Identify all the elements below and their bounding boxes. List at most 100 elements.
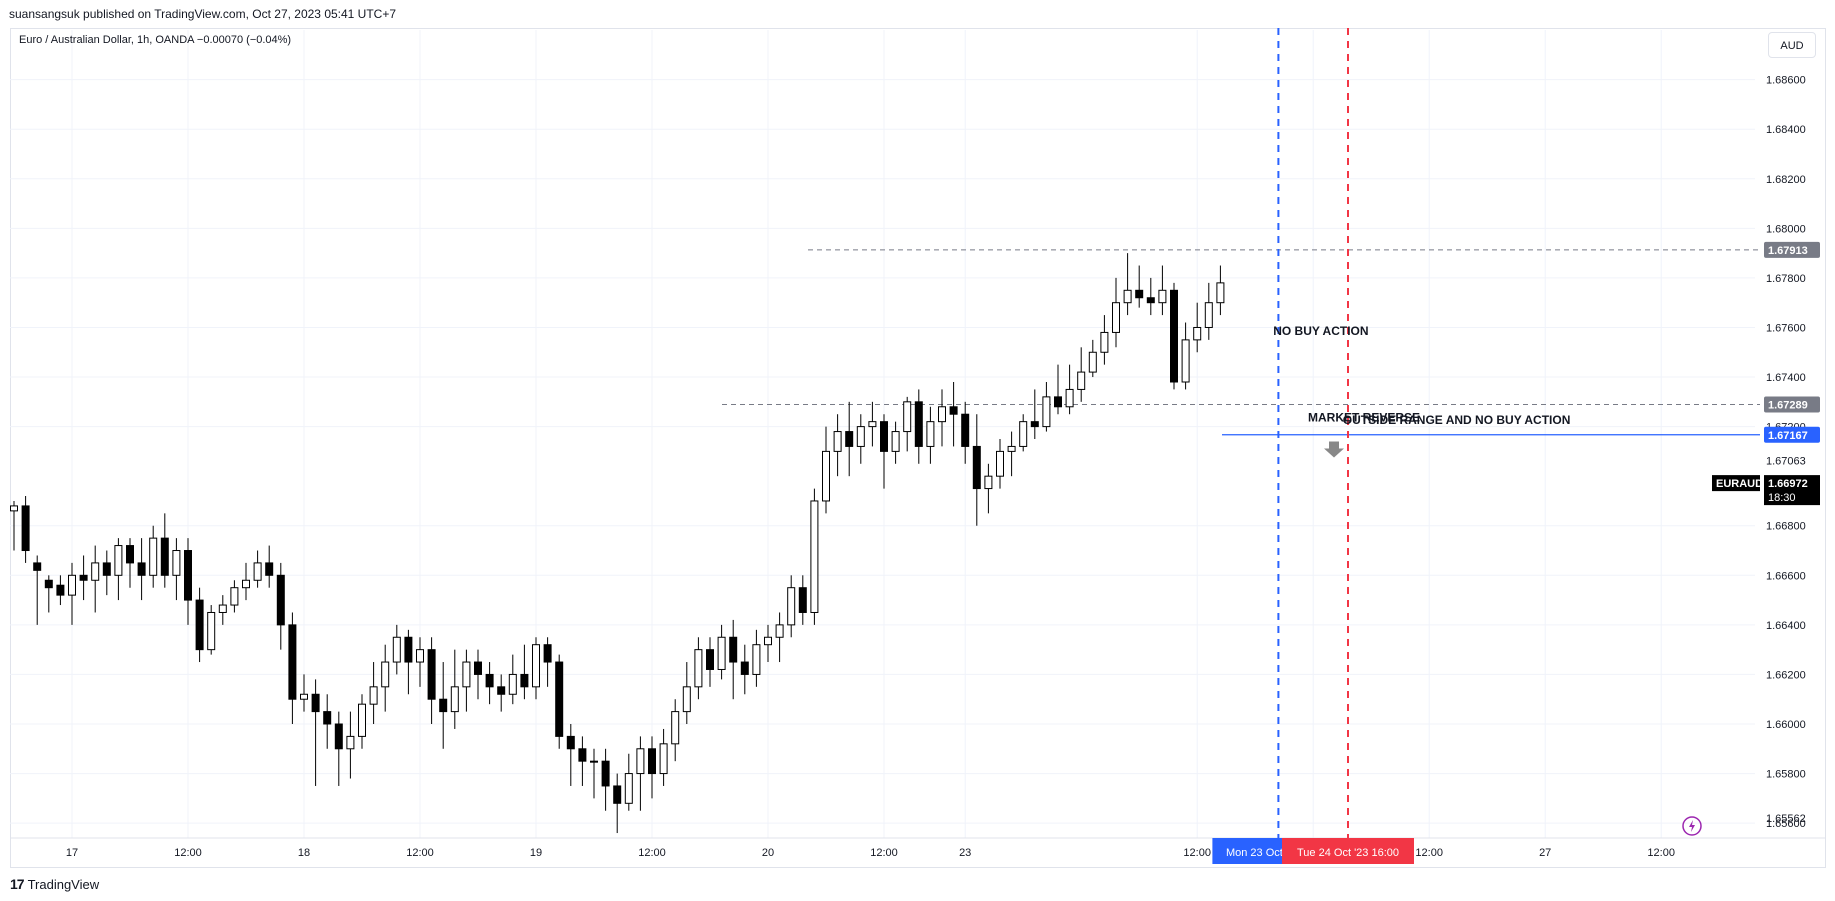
y-tick-label: 1.66600 <box>1766 570 1806 582</box>
candle-body <box>833 431 842 452</box>
symbol-tag-bg <box>1712 475 1760 492</box>
x-tick-label: 19 <box>530 847 542 859</box>
candle-body <box>1042 396 1051 428</box>
candle-body <box>1170 289 1178 383</box>
candle-body <box>810 500 819 613</box>
candle-body <box>1112 302 1120 333</box>
level-price-label: 1.67913 <box>1768 245 1808 257</box>
y-tick-label: 1.68200 <box>1766 174 1806 186</box>
candle-body <box>984 475 993 490</box>
current-price-bg <box>1764 475 1820 506</box>
currency-button[interactable]: AUD <box>1768 32 1816 58</box>
candle-body <box>520 673 529 688</box>
candle-body <box>578 748 587 762</box>
candle-body <box>1030 421 1039 428</box>
candle-body <box>1204 302 1213 328</box>
candle-body <box>648 748 656 775</box>
candle-body <box>624 773 633 804</box>
chart-annotation: MARKET REVERSE <box>1308 411 1420 425</box>
candle-body <box>706 649 714 670</box>
candle-body <box>10 505 18 512</box>
level-price-label-bg <box>1764 426 1820 443</box>
level-price-label-bg <box>1764 241 1820 258</box>
y-tick-label: 1.67800 <box>1766 273 1806 285</box>
candle-body <box>1146 297 1155 304</box>
candle-body <box>392 636 401 663</box>
candle-body <box>126 545 134 564</box>
candle-body <box>1135 289 1144 299</box>
level-price-label: 1.67289 <box>1768 400 1808 412</box>
candle-body <box>961 413 970 447</box>
candle-body <box>636 748 645 775</box>
candle-body <box>1216 282 1225 304</box>
candle-body <box>914 401 923 447</box>
candle-body <box>1193 326 1202 341</box>
candle-body <box>798 587 807 613</box>
candle-body <box>717 636 726 670</box>
candle-body <box>880 421 888 452</box>
tradingview-logo-icon: 17 <box>10 876 25 892</box>
candle-body <box>21 505 30 552</box>
candle-body <box>694 649 703 688</box>
candle-body <box>555 661 564 737</box>
candle-body <box>79 574 88 581</box>
candle-body <box>1181 339 1190 383</box>
x-tick-label: 12:00 <box>870 847 898 859</box>
candle-body <box>416 649 424 663</box>
candle-body <box>590 760 598 763</box>
candle-body <box>474 661 482 675</box>
candle-body <box>276 574 285 626</box>
candle-body <box>346 735 355 750</box>
candle-body <box>856 426 865 447</box>
candle-body <box>358 703 366 737</box>
candle-body <box>149 537 158 576</box>
candle-body <box>184 550 192 601</box>
candle-body <box>1019 421 1028 447</box>
candle-body <box>369 686 378 705</box>
y-tick-label: 1.67400 <box>1766 372 1806 384</box>
y-tick-label: 1.65600 <box>1766 818 1806 830</box>
candle-body <box>613 785 622 804</box>
y-tick-label: 1.67600 <box>1766 322 1806 334</box>
level-price-label-bg <box>1764 396 1820 413</box>
x-tick-label: 17 <box>66 847 78 859</box>
candle-body <box>404 636 413 663</box>
chart-annotation: NO BUY ACTION <box>1273 324 1368 338</box>
candle-body <box>91 562 100 581</box>
candle-body <box>543 644 552 663</box>
candle-body <box>265 562 274 576</box>
candle-body <box>659 743 668 775</box>
y-tick-label: 1.66800 <box>1766 521 1806 533</box>
candle-body <box>381 661 390 688</box>
chart-area[interactable] <box>10 28 1826 868</box>
candle-body <box>230 587 239 606</box>
date-tag-label: Tue 24 Oct '23 16:00 <box>1297 847 1399 859</box>
candle-body <box>300 693 308 700</box>
candle-body <box>671 711 680 745</box>
candle-body <box>172 550 181 576</box>
candle-body <box>740 661 749 675</box>
candle-body <box>334 723 343 750</box>
lightning-icon <box>1682 816 1702 836</box>
symbol-tag: EURAUD <box>1716 478 1763 490</box>
candle-body <box>44 579 53 589</box>
current-price-countdown: 18:30 <box>1768 492 1796 504</box>
candle-body <box>1077 371 1086 390</box>
candle-body <box>218 604 227 613</box>
candle-body <box>253 562 262 581</box>
footer-brand: 17 TradingView <box>10 874 99 894</box>
candle-body <box>787 587 796 626</box>
candle-body <box>462 661 471 688</box>
candle-body <box>926 421 935 447</box>
y-tick-label: 1.65562 <box>1766 813 1806 825</box>
candle-body <box>195 599 204 651</box>
y-tick-label: 1.66000 <box>1766 719 1806 731</box>
x-tick-label: 12:00 <box>174 847 202 859</box>
x-tick-label: 20 <box>762 847 774 859</box>
y-tick-label: 1.66200 <box>1766 669 1806 681</box>
candle-body <box>137 562 146 576</box>
down-arrow-icon <box>1324 441 1344 458</box>
level-price-label: 1.67167 <box>1768 430 1808 442</box>
lightning-bolt <box>1689 820 1695 832</box>
